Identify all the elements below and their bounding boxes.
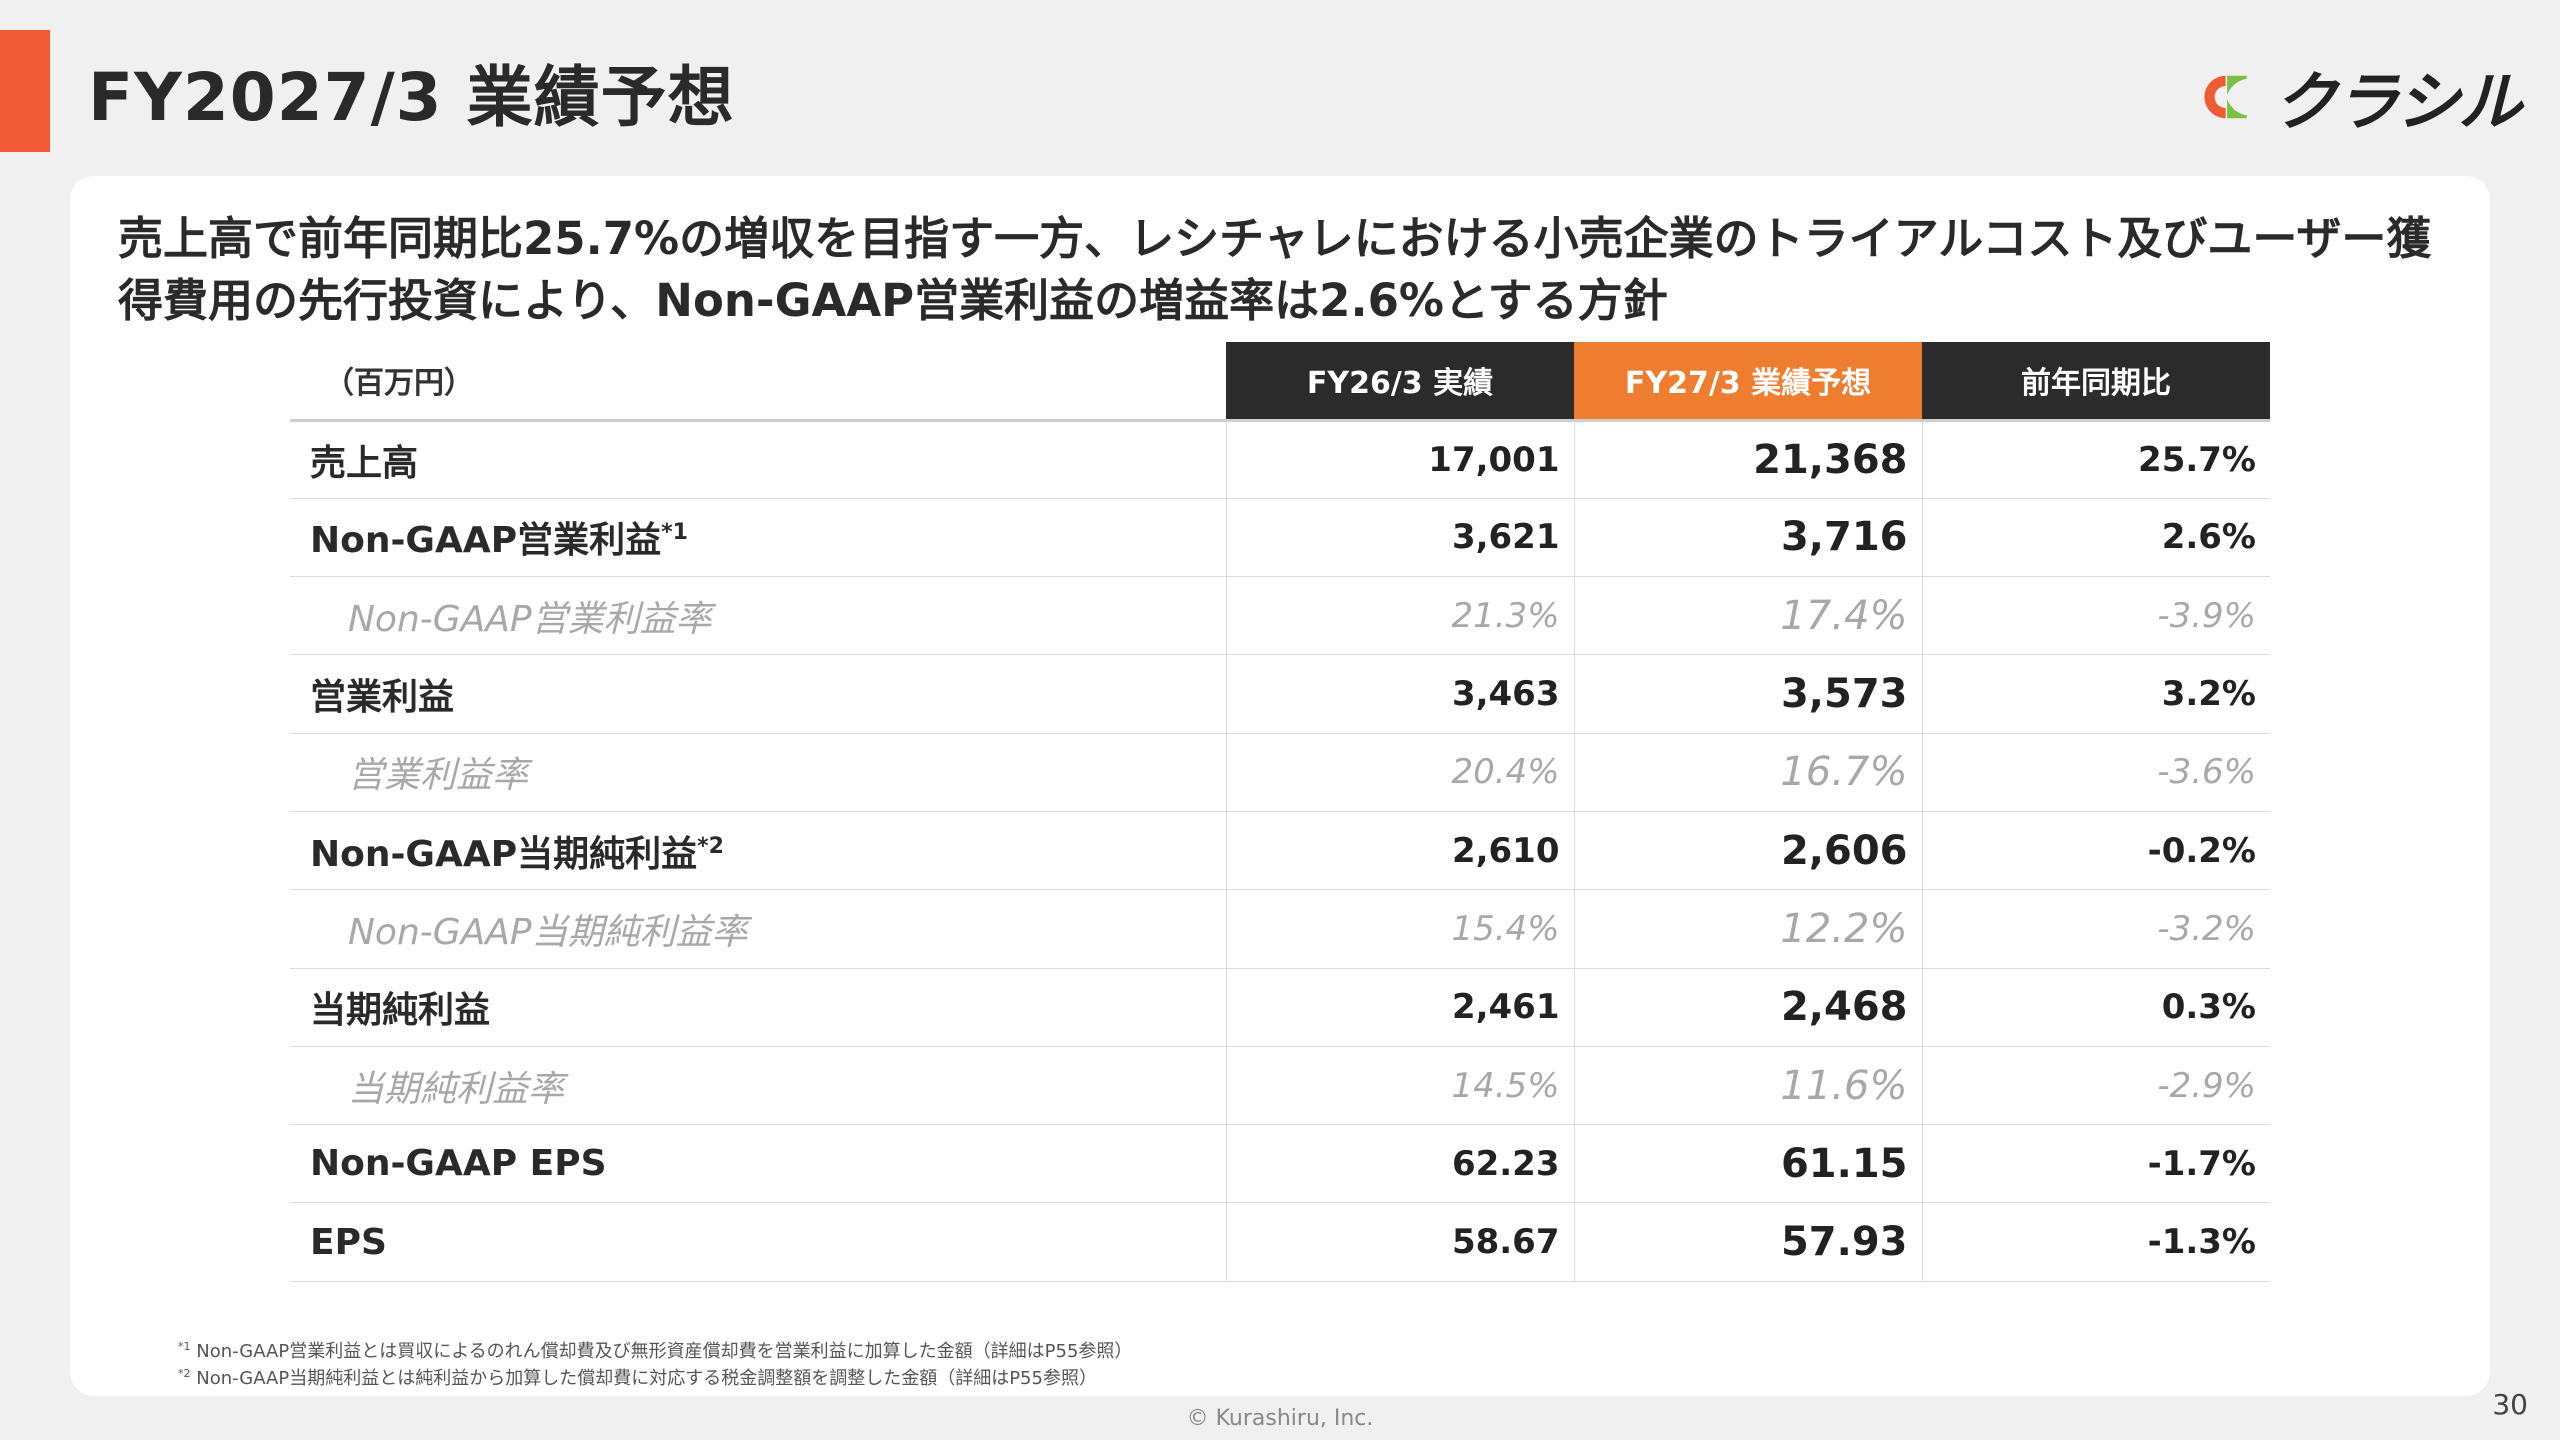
row-label: Non-GAAP営業利益率: [290, 576, 1226, 656]
table-row: 営業利益率 20.4% 16.7% -3.6%: [290, 733, 2270, 812]
row-label: 当期純利益: [290, 968, 1226, 1047]
table-row: Non-GAAP EPS 62.23 61.15 -1.7%: [290, 1124, 2270, 1204]
footnote-marker: *2: [697, 833, 724, 859]
headline-message: 売上高で前年同期比25.7%の増収を目指す一方、レシチャレにおける小売企業のトラ…: [118, 212, 2432, 327]
table-row: 当期純利益 2,461 2,468 0.3%: [290, 968, 2270, 1047]
fy27-forecast-value: 17.4%: [1573, 576, 1922, 656]
title-accent-bar: [0, 30, 50, 152]
table-row: Non-GAAP当期純利益*2 2,610 2,606 -0.2%: [290, 811, 2270, 891]
unit-label: （百万円）: [290, 342, 1226, 422]
footnote-1: *1 Non-GAAP営業利益とは買収によるのれん償却費及び無形資産償却費を営業…: [178, 1336, 1132, 1363]
footnote-marker: *1: [661, 520, 688, 546]
fy26-actual-value: 17,001: [1225, 420, 1574, 499]
fy27-forecast-value: 21,368: [1573, 420, 1922, 499]
footnote-2-text: Non-GAAP当期純利益とは純利益から加算した償却費に対応する税金調整額を調整…: [196, 1368, 1097, 1389]
column-header-fy26-actual: FY26/3 実績: [1226, 342, 1574, 422]
fy27-forecast-value: 3,573: [1573, 654, 1922, 734]
fy27-forecast-value: 61.15: [1573, 1124, 1922, 1204]
row-label: Non-GAAP当期純利益*2: [290, 811, 1226, 891]
forecast-table: （百万円） FY26/3 実績 FY27/3 業績予想 前年同期比 売上高 17,…: [290, 342, 2270, 1282]
row-label: EPS: [290, 1202, 1226, 1282]
table-row: Non-GAAP営業利益*1 3,621 3,716 2.6%: [290, 498, 2270, 578]
fy27-forecast-value: 11.6%: [1573, 1046, 1922, 1126]
fy26-actual-value: 58.67: [1225, 1202, 1574, 1282]
column-header-yoy: 前年同期比: [1922, 342, 2270, 422]
yoy-value: -1.7%: [1921, 1124, 2270, 1204]
footnote-1-text: Non-GAAP営業利益とは買収によるのれん償却費及び無形資産償却費を営業利益に…: [196, 1341, 1133, 1362]
fy26-actual-value: 62.23: [1225, 1124, 1574, 1204]
row-label-text: Non-GAAP当期純利益: [310, 833, 698, 875]
fy26-actual-value: 2,610: [1225, 811, 1574, 891]
table-body: 売上高 17,001 21,368 25.7% Non-GAAP営業利益*1 3,621 3…: [290, 420, 2270, 1282]
fy27-forecast-value: 12.2%: [1573, 889, 1922, 969]
yoy-value: 3.2%: [1921, 654, 2270, 734]
table-header-row: （百万円） FY26/3 実績 FY27/3 業績予想 前年同期比: [290, 342, 2270, 422]
fy26-actual-value: 21.3%: [1225, 576, 1574, 656]
row-label-text: Non-GAAP当期純利益率: [348, 911, 748, 953]
yoy-value: 2.6%: [1921, 498, 2270, 578]
footnote-1-mark: *1: [178, 1340, 191, 1353]
yoy-value: -3.9%: [1921, 576, 2270, 656]
row-label-text: 営業利益: [310, 677, 455, 719]
fy27-forecast-value: 3,716: [1573, 498, 1922, 578]
copyright: © Kurashiru, Inc.: [1186, 1406, 1374, 1431]
yoy-value: -1.3%: [1921, 1202, 2270, 1282]
fy27-forecast-value: 57.93: [1573, 1202, 1922, 1282]
page-title: FY2027/3 業績予想: [88, 59, 735, 136]
content-card: 売上高で前年同期比25.7%の増収を目指す一方、レシチャレにおける小売企業のトラ…: [70, 176, 2490, 1396]
yoy-value: 25.7%: [1921, 420, 2270, 499]
footnote-2-mark: *2: [178, 1367, 191, 1380]
row-label: 売上高: [290, 420, 1226, 499]
row-label-text: 売上高: [310, 442, 419, 484]
row-label-text: 当期純利益率: [348, 1068, 565, 1110]
row-label-text: Non-GAAP営業利益率: [348, 598, 712, 640]
row-label: 営業利益率: [290, 733, 1226, 812]
fy26-actual-value: 2,461: [1225, 968, 1574, 1047]
yoy-value: -3.6%: [1921, 733, 2270, 812]
row-label: Non-GAAP当期純利益率: [290, 889, 1226, 969]
table-row: Non-GAAP営業利益率 21.3% 17.4% -3.9%: [290, 576, 2270, 656]
row-label-text: 当期純利益: [310, 990, 491, 1032]
table-row: Non-GAAP当期純利益率 15.4% 12.2% -3.2%: [290, 889, 2270, 969]
fy27-forecast-value: 16.7%: [1573, 733, 1922, 812]
page-number: 30: [2492, 1388, 2528, 1421]
footnote-2: *2 Non-GAAP当期純利益とは純利益から加算した償却費に対応する税金調整額…: [178, 1363, 1132, 1390]
fy26-actual-value: 15.4%: [1225, 889, 1574, 969]
fy26-actual-value: 14.5%: [1225, 1046, 1574, 1126]
fy26-actual-value: 20.4%: [1225, 733, 1574, 812]
table-row: 当期純利益率 14.5% 11.6% -2.9%: [290, 1046, 2270, 1126]
yoy-value: -2.9%: [1921, 1046, 2270, 1126]
kurashiru-logo-icon: [2204, 75, 2247, 119]
table-row: 売上高 17,001 21,368 25.7%: [290, 420, 2270, 499]
column-header-fy27-forecast: FY27/3 業績予想: [1574, 342, 1922, 422]
yoy-value: -0.2%: [1921, 811, 2270, 891]
fy26-actual-value: 3,463: [1225, 654, 1574, 734]
table-row: 営業利益 3,463 3,573 3.2%: [290, 654, 2270, 734]
row-label: Non-GAAP営業利益*1: [290, 498, 1226, 578]
yoy-value: 0.3%: [1921, 968, 2270, 1047]
row-label: Non-GAAP EPS: [290, 1124, 1226, 1204]
fy27-forecast-value: 2,468: [1573, 968, 1922, 1047]
table-row: EPS 58.67 57.93 -1.3%: [290, 1202, 2270, 1282]
row-label: 当期純利益率: [290, 1046, 1226, 1126]
kurashiru-logo: クラシル: [2200, 52, 2522, 142]
fy27-forecast-value: 2,606: [1573, 811, 1922, 891]
row-label-text: 営業利益率: [348, 755, 529, 797]
footnotes: *1 Non-GAAP営業利益とは買収によるのれん償却費及び無形資産償却費を営業…: [178, 1336, 1132, 1390]
row-label: 営業利益: [290, 654, 1226, 734]
row-label-text: Non-GAAP EPS: [310, 1143, 607, 1185]
fy26-actual-value: 3,621: [1225, 498, 1574, 578]
row-label-text: EPS: [310, 1221, 387, 1263]
row-label-text: Non-GAAP営業利益: [310, 520, 662, 562]
yoy-value: -3.2%: [1921, 889, 2270, 969]
logo-wordmark: クラシル: [2273, 66, 2522, 140]
